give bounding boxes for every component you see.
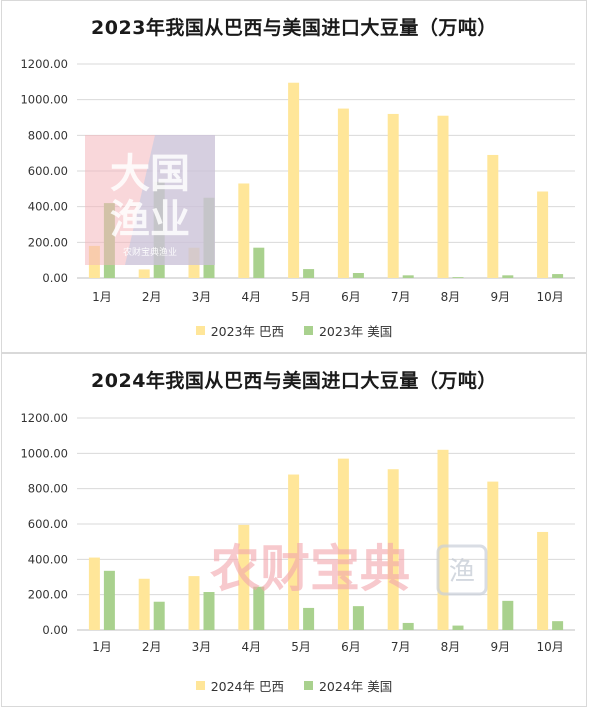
x-tick-label: 1月 [92, 640, 112, 654]
bar-brazil [238, 524, 250, 630]
bar-usa [452, 625, 464, 630]
legend-swatch-usa [303, 326, 313, 335]
y-tick-label: 200.00 [28, 235, 68, 249]
x-tick-label: 10月 [536, 640, 563, 654]
bar-usa [203, 592, 215, 630]
legend-label-usa: 2023年 美国 [318, 324, 393, 339]
chart-panel-2023: 2023年我国从巴西与美国进口大豆量（万吨） 0.00 200.00 400.00 6… [1, 0, 587, 353]
bar-usa [452, 277, 464, 278]
x-tick-label: 5月 [291, 640, 311, 654]
y-tick-label: 800.00 [28, 482, 68, 496]
x-tick-label: 4月 [241, 640, 261, 654]
chart-title: 2024年我国从巴西与美国进口大豆量（万吨） [91, 370, 497, 392]
x-tick-label: 7月 [391, 640, 411, 654]
bar-usa [103, 570, 115, 630]
bar-usa [303, 269, 315, 278]
bar-chart-2024: 0.00 200.00 400.00 600.00 800.00 1000.00 1200.… [20, 411, 575, 654]
bar-usa [153, 181, 165, 278]
x-tick-label: 3月 [192, 640, 212, 654]
bar-usa [253, 586, 265, 630]
x-tick-label: 8月 [441, 290, 461, 304]
bar-brazil [188, 247, 200, 278]
bar-brazil [537, 531, 549, 630]
legend-label-usa: 2024年 美国 [318, 679, 393, 694]
bar-brazil [337, 458, 349, 630]
x-tick-label: 2月 [142, 640, 162, 654]
bar-brazil [288, 82, 300, 278]
x-tick-label: 8月 [441, 640, 461, 654]
x-tick-label: 9月 [490, 290, 510, 304]
x-tick-label: 4月 [241, 290, 261, 304]
legend-item-brazil: 2024年 巴西 [195, 676, 284, 695]
legend-item-usa: 2024年 美国 [303, 676, 393, 695]
bar-brazil [138, 269, 150, 278]
chart-panel-2024: 2024年我国从巴西与美国进口大豆量（万吨） 0.00 200.00 400.00 6… [1, 353, 587, 707]
y-tick-label: 400.00 [28, 200, 68, 214]
bar-usa [352, 606, 364, 630]
legend-swatch-brazil [195, 326, 205, 335]
y-tick-label: 1200.00 [20, 411, 68, 425]
bar-brazil [288, 474, 300, 630]
bar-brazil [188, 576, 200, 630]
chart-title: 2023年我国从巴西与美国进口大豆量（万吨） [91, 17, 497, 39]
bar-usa [402, 275, 414, 278]
bar-usa [352, 273, 364, 278]
legend-label-brazil: 2024年 巴西 [210, 679, 284, 694]
bar-usa [253, 247, 265, 278]
y-tick-label: 1000.00 [20, 446, 68, 460]
bar-usa [103, 203, 115, 278]
legend-item-usa: 2023年 美国 [303, 321, 393, 340]
x-tick-label: 10月 [536, 290, 563, 304]
legend-item-brazil: 2023年 巴西 [195, 321, 284, 340]
x-tick-label: 6月 [341, 290, 361, 304]
bar-brazil [487, 154, 499, 278]
legend: 2023年 巴西 2023年 美国 [2, 321, 586, 340]
y-tick-label: 0.00 [42, 623, 68, 637]
y-tick-label: 600.00 [28, 164, 68, 178]
bar-usa [502, 275, 514, 278]
y-tick-label: 800.00 [28, 128, 68, 142]
legend-label-brazil: 2023年 巴西 [210, 324, 284, 339]
bar-brazil [437, 449, 449, 630]
bar-brazil [387, 469, 399, 630]
y-tick-label: 1000.00 [20, 93, 68, 107]
bar-chart-2023: 0.00 200.00 400.00 600.00 800.00 1000.00 1200.… [20, 57, 575, 304]
bar-brazil [387, 113, 399, 278]
x-tick-label: 6月 [341, 640, 361, 654]
bar-usa [153, 601, 165, 630]
y-tick-label: 0.00 [42, 271, 68, 285]
bar-usa [552, 621, 564, 630]
x-tick-label: 9月 [490, 640, 510, 654]
bar-usa [402, 622, 414, 630]
bar-brazil [537, 191, 549, 278]
bar-brazil [487, 481, 499, 630]
bar-usa [303, 607, 315, 630]
bar-brazil [88, 557, 100, 630]
x-tick-label: 2月 [142, 290, 162, 304]
y-tick-label: 400.00 [28, 552, 68, 566]
bar-brazil [437, 115, 449, 278]
x-tick-label: 3月 [192, 290, 212, 304]
bar-brazil [337, 108, 349, 278]
legend-swatch-usa [303, 681, 313, 690]
bar-brazil [88, 245, 100, 278]
x-tick-label: 1月 [92, 290, 112, 304]
x-tick-label: 7月 [391, 290, 411, 304]
y-tick-label: 1200.00 [20, 57, 68, 71]
bar-usa [552, 274, 564, 278]
legend: 2024年 巴西 2024年 美国 [2, 676, 586, 695]
y-tick-label: 200.00 [28, 588, 68, 602]
legend-swatch-brazil [195, 681, 205, 690]
bar-usa [502, 600, 514, 630]
bar-usa [203, 197, 215, 278]
x-tick-label: 5月 [291, 290, 311, 304]
bar-brazil [138, 578, 150, 630]
bar-brazil [238, 183, 250, 278]
y-tick-label: 600.00 [28, 517, 68, 531]
